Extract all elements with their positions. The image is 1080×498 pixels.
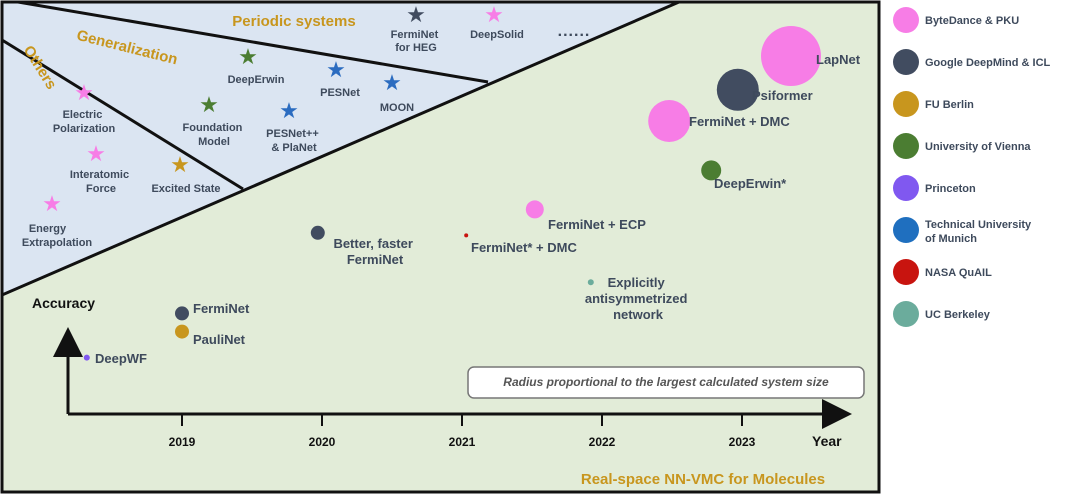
data-points bbox=[83, 26, 821, 361]
label-ferminet-heg-line2: for HEG bbox=[395, 42, 437, 54]
label-pesnet-planet-line1: PESNet++ bbox=[266, 128, 319, 140]
x-axis-title: Year bbox=[812, 433, 842, 449]
label-interatomic-force-line1: Interatomic bbox=[70, 169, 129, 181]
star-pesnet-icon: ★ bbox=[326, 57, 346, 82]
label-foundation-model: Foundation Model bbox=[183, 122, 246, 148]
star-deeperwin-icon: ★ bbox=[238, 44, 258, 69]
star-interatomic-force-icon: ★ bbox=[86, 141, 106, 166]
region-divider-2 bbox=[1, 38, 244, 191]
point-label-explicitly-antisymmetrized: Explicitly antisymmetrized network bbox=[585, 275, 691, 322]
star-electric-polarization-icon: ★ bbox=[74, 80, 94, 105]
label-energy-extrapolation-line2: Extrapolation bbox=[22, 237, 93, 249]
label-deepsolid: DeepSolid bbox=[470, 29, 524, 41]
label-ferminet-heg-line1: FermiNet bbox=[391, 29, 439, 41]
point-deepwf bbox=[83, 354, 90, 361]
legend-swatch-uc-berkeley bbox=[893, 301, 919, 327]
legend-swatch-google-deepmind-icl bbox=[893, 49, 919, 75]
point-label-lapnet: LapNet bbox=[816, 52, 861, 67]
legend-label-nasa-quail: NASA QuAIL bbox=[925, 267, 992, 279]
legend-label-princeton: Princeton bbox=[925, 183, 976, 195]
legend-swatch-nasa-quail bbox=[893, 259, 919, 285]
legend-label-google-deepmind-icl: Google DeepMind & ICL bbox=[925, 57, 1051, 69]
legend-swatch-technical-university-of-munich bbox=[893, 217, 919, 243]
point-deeperwin bbox=[701, 160, 722, 181]
legend-swatch-fu-berlin bbox=[893, 91, 919, 117]
legend-swatch-university-of-vienna bbox=[893, 133, 919, 159]
label-pesnet: PESNet bbox=[320, 87, 360, 99]
x-tick-label-2021: 2021 bbox=[449, 435, 476, 449]
legend-swatch-princeton bbox=[893, 175, 919, 201]
point-label-explicitly-line1: Explicitly bbox=[608, 275, 666, 290]
star-deepsolid-icon: ★ bbox=[484, 2, 504, 27]
x-tick-label-2019: 2019 bbox=[169, 435, 196, 449]
label-electric-polarization: Electric Polarization bbox=[53, 109, 116, 135]
label-foundation-model-line1: Foundation bbox=[183, 122, 243, 134]
x-tick-label-2022: 2022 bbox=[589, 435, 616, 449]
point-paulinet bbox=[175, 324, 189, 339]
legend-label-university-of-vienna: University of Vienna bbox=[925, 141, 1031, 153]
star-pesnet-planet-icon: ★ bbox=[279, 98, 299, 123]
legend: ByteDance & PKU Google DeepMind & ICL FU B… bbox=[893, 7, 1051, 327]
point-explicitly-antisymmetrized-network bbox=[587, 279, 594, 286]
legend-label-uc-berkeley: UC Berkeley bbox=[925, 309, 991, 321]
region-title-periodic: Periodic systems bbox=[232, 13, 355, 30]
label-ferminet-heg: FermiNet for HEG bbox=[391, 29, 442, 54]
point-psiformer bbox=[716, 68, 759, 111]
region-divider-1 bbox=[17, 0, 489, 84]
point-label-explicitly-line3: network bbox=[613, 307, 664, 322]
note-text: Radius proportional to the largest calcu… bbox=[503, 375, 829, 389]
label-excited-state: Excited State bbox=[151, 183, 220, 195]
point-better-faster-ferminet bbox=[310, 225, 325, 240]
point-label-ferminet-ecp: FermiNet + ECP bbox=[548, 217, 646, 232]
legend-swatch-bytedance-pku bbox=[893, 7, 919, 33]
point-label-ferminet-dmc: FermiNet + DMC bbox=[689, 114, 790, 129]
label-deeperwin: DeepErwin bbox=[228, 74, 285, 86]
point-label-ferminet-star-dmc: FermiNet* + DMC bbox=[471, 240, 577, 255]
point-ferminet bbox=[175, 306, 189, 321]
region-stars: ★ ★ ★ ★ ★ ★ ★ ★ ★ ★ ★ bbox=[42, 2, 504, 216]
label-more: ...... bbox=[558, 23, 591, 40]
point-ferminet-dmc bbox=[464, 233, 469, 238]
legend-label-tum-line2: of Munich bbox=[925, 233, 977, 245]
legend-label-fu-berlin: FU Berlin bbox=[925, 99, 974, 111]
x-tick-label-2023: 2023 bbox=[729, 435, 756, 449]
point-label-explicitly-line2: antisymmetrized bbox=[585, 291, 688, 306]
point-label-paulinet: PauliNet bbox=[193, 332, 246, 347]
point-label-better-faster-line1: Better, faster bbox=[333, 236, 412, 251]
star-moon-icon: ★ bbox=[382, 70, 402, 95]
star-energy-extrapolation-icon: ★ bbox=[42, 191, 62, 216]
star-foundation-model-icon: ★ bbox=[199, 92, 219, 117]
point-ferminet-dmc bbox=[648, 100, 691, 142]
x-ticks: 2019 2020 2021 2022 2023 bbox=[169, 414, 756, 449]
label-pesnet-planet: PESNet++ & PlaNet bbox=[266, 128, 322, 154]
legend-label-bytedance-pku: ByteDance & PKU bbox=[925, 15, 1019, 27]
label-foundation-model-line2: Model bbox=[198, 136, 230, 148]
legend-label-tum-line1: Technical University bbox=[925, 219, 1032, 231]
chart-title: Real-space NN-VMC for Molecules bbox=[581, 471, 825, 488]
y-axis-title: Accuracy bbox=[32, 295, 95, 311]
label-interatomic-force-line2: Force bbox=[86, 183, 116, 195]
point-label-deeperwin-star: DeepErwin* bbox=[714, 176, 787, 191]
region-panel bbox=[0, 0, 680, 298]
point-label-better-faster-line2: FermiNet bbox=[347, 252, 404, 267]
note-box bbox=[467, 366, 865, 399]
legend-label-technical-university-of-munich: Technical University of Munich bbox=[925, 219, 1032, 245]
label-moon: MOON bbox=[380, 102, 414, 114]
label-pesnet-planet-line2: & PlaNet bbox=[271, 142, 317, 154]
point-label-psiformer: Psiformer bbox=[752, 88, 813, 103]
label-energy-extrapolation: Energy Extrapolation bbox=[22, 223, 93, 249]
label-interatomic-force: Interatomic Force bbox=[70, 169, 132, 195]
label-electric-polarization-line1: Electric bbox=[63, 109, 103, 121]
point-lapnet bbox=[761, 26, 821, 86]
star-excited-state-icon: ★ bbox=[170, 152, 190, 177]
label-energy-extrapolation-line1: Energy bbox=[29, 223, 67, 235]
point-label-ferminet: FermiNet bbox=[193, 301, 250, 316]
star-ferminet-heg-icon: ★ bbox=[406, 2, 426, 27]
point-ferminet-ecp bbox=[525, 200, 544, 219]
x-tick-label-2020: 2020 bbox=[309, 435, 336, 449]
point-label-better-faster-ferminet: Better, faster FermiNet bbox=[333, 236, 416, 267]
point-label-deepwf: DeepWF bbox=[95, 351, 147, 366]
label-electric-polarization-line2: Polarization bbox=[53, 123, 116, 135]
